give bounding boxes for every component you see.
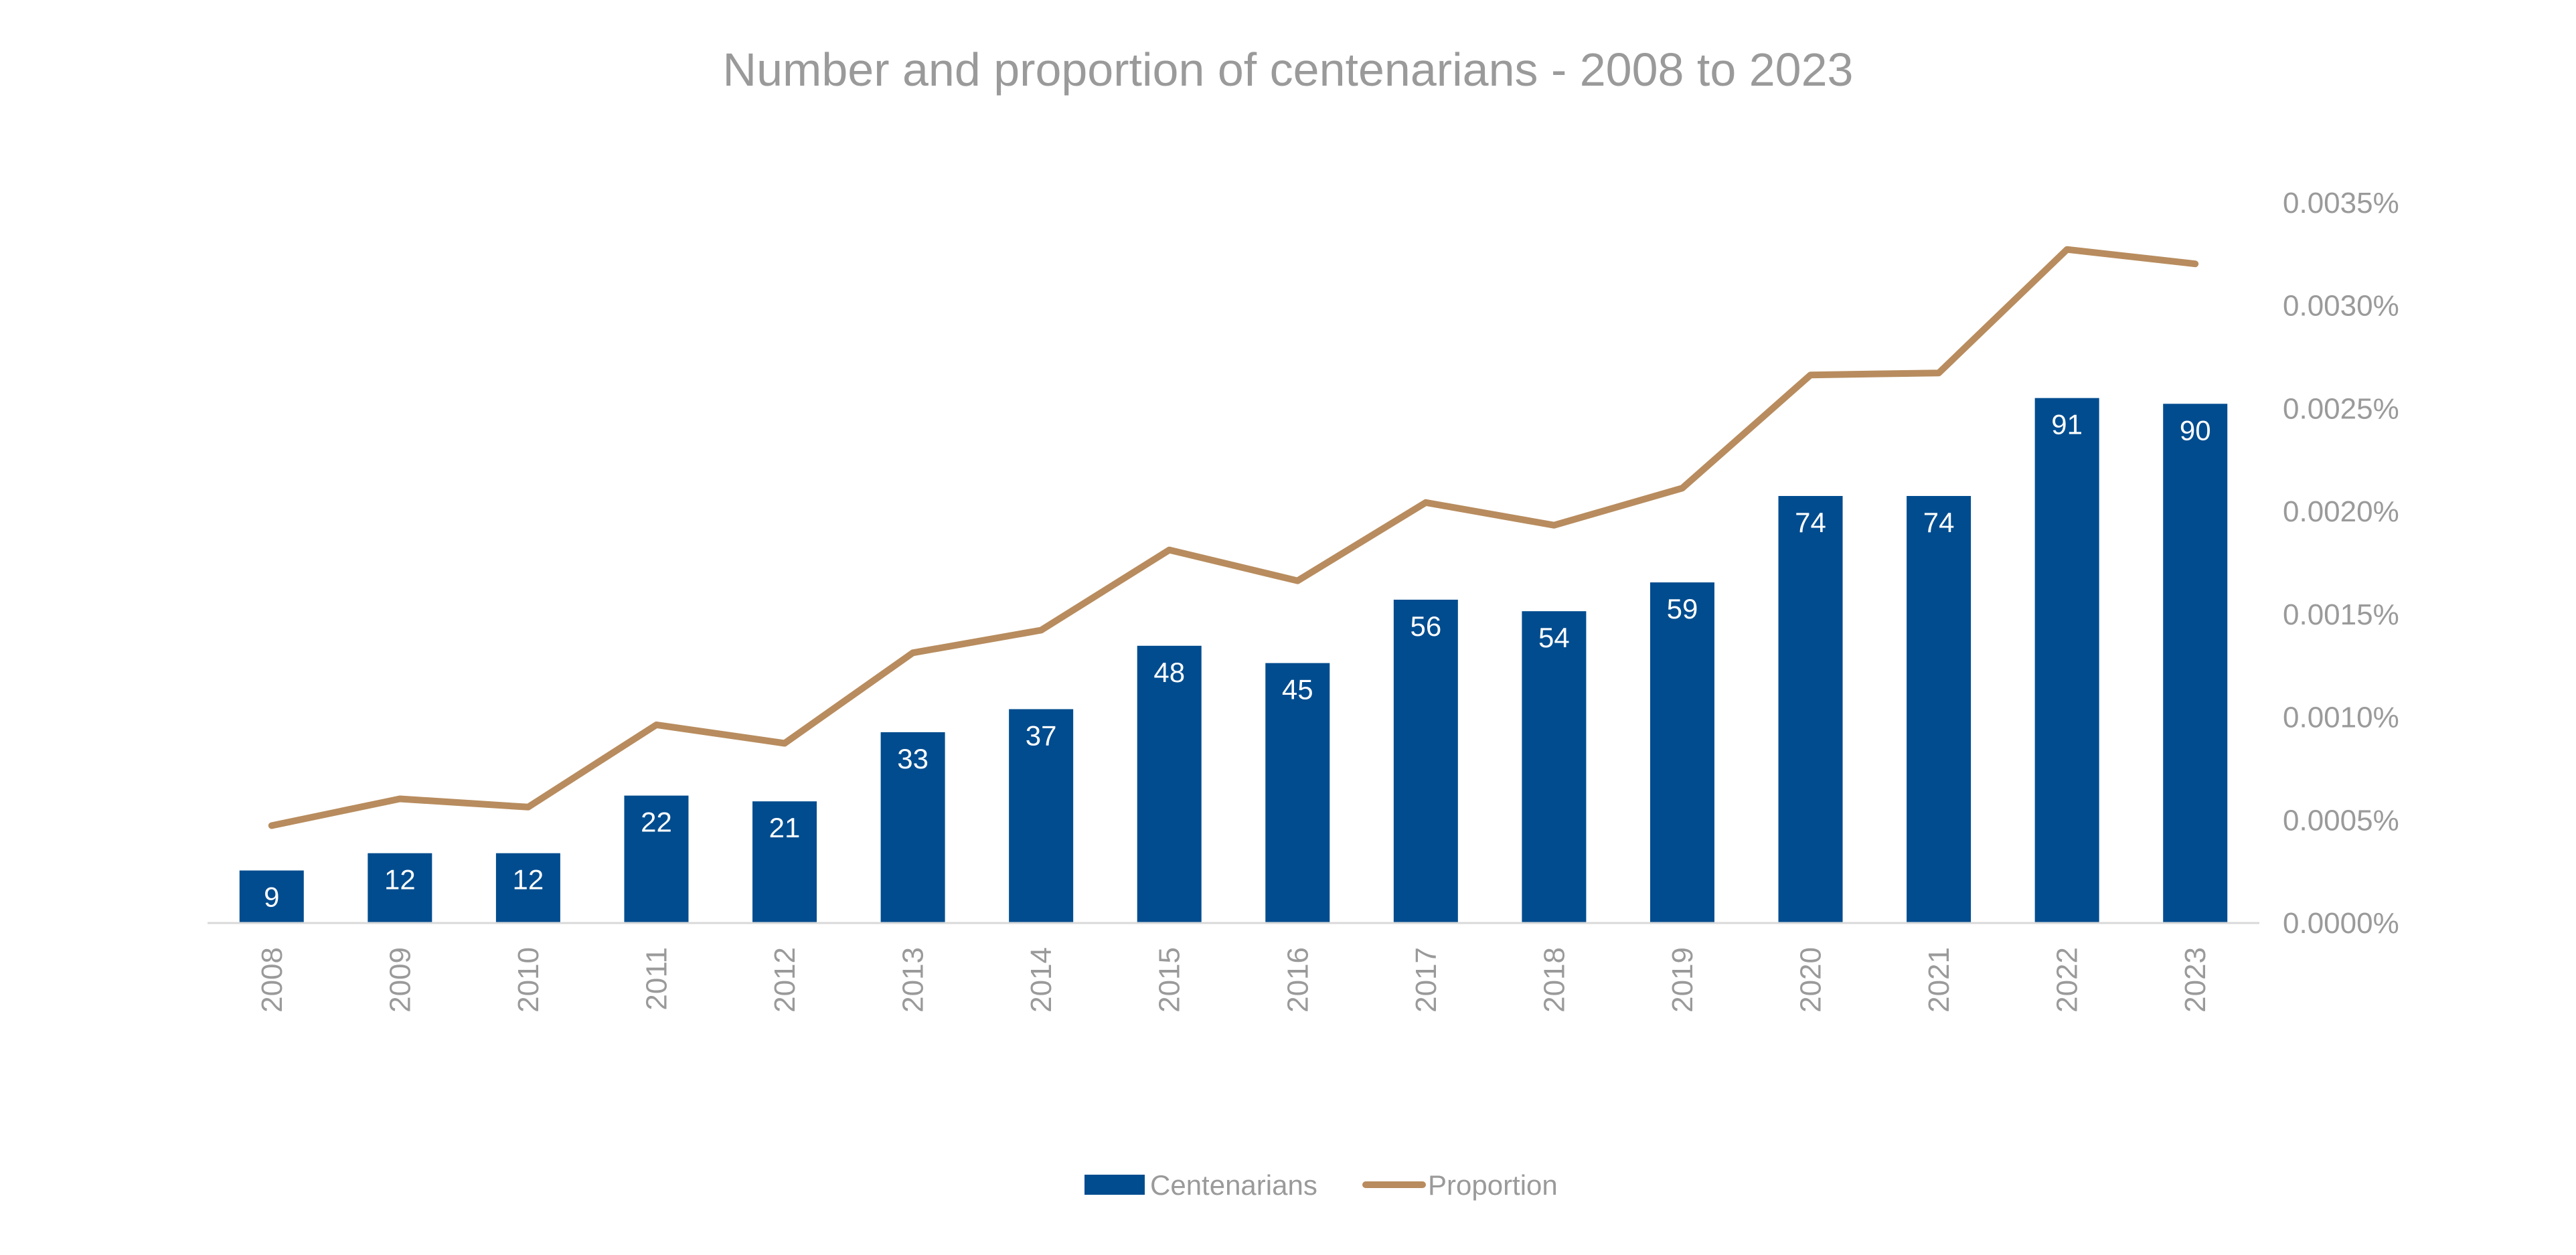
- y2-tick-6: 0.0030%: [2283, 290, 2399, 323]
- x-tick-2012: 2012: [769, 947, 801, 1013]
- x-tick-2010: 2010: [512, 947, 545, 1013]
- data-label-2013: 33: [897, 743, 929, 774]
- data-label-2018: 54: [1538, 622, 1570, 653]
- bar-2009: [368, 853, 432, 922]
- x-tick-2009: 2009: [384, 947, 416, 1013]
- bars-layer: [239, 398, 2228, 922]
- x-tick-2018: 2018: [1538, 947, 1571, 1013]
- x-tick-2023: 2023: [2179, 947, 2212, 1013]
- data-label-2019: 59: [1667, 593, 1698, 624]
- x-tick-2020: 2020: [1795, 947, 1828, 1013]
- bar-2010: [495, 853, 560, 922]
- x-tick-2016: 2016: [1281, 947, 1314, 1013]
- data-label-2010: 12: [513, 864, 544, 896]
- bar-2018: [1522, 611, 1587, 922]
- y2-tick-0: 0.0000%: [2283, 907, 2399, 940]
- x-tick-2011: 2011: [640, 947, 673, 1011]
- bar-2017: [1393, 599, 1458, 922]
- data-label-2012: 21: [769, 812, 801, 843]
- data-label-2014: 37: [1026, 720, 1057, 752]
- data-label-2011: 22: [641, 807, 672, 838]
- y2-tick-1: 0.0005%: [2283, 804, 2399, 837]
- bar-2012: [752, 801, 817, 922]
- bar-2013: [880, 732, 945, 922]
- legend-swatch-centenarians: [1084, 1175, 1145, 1195]
- x-tick-2008: 2008: [256, 947, 289, 1013]
- y2-tick-5: 0.0025%: [2283, 392, 2399, 425]
- y2-tick-2: 0.0010%: [2283, 701, 2399, 734]
- y2-tick-3: 0.0015%: [2283, 598, 2399, 631]
- x-tick-2013: 2013: [897, 947, 930, 1013]
- data-label-2015: 48: [1153, 657, 1185, 688]
- x-tick-2017: 2017: [1410, 947, 1443, 1013]
- bar-2019: [1649, 582, 1714, 922]
- data-label-2020: 74: [1795, 507, 1826, 538]
- x-tick-2019: 2019: [1666, 947, 1699, 1013]
- y2-tick-4: 0.0020%: [2283, 495, 2399, 528]
- bar-2011: [624, 795, 689, 922]
- data-label-2008: 9: [264, 882, 279, 913]
- data-label-2009: 12: [384, 864, 416, 896]
- bar-2015: [1137, 645, 1202, 922]
- bar-2020: [1778, 496, 1843, 922]
- bar-2014: [1009, 709, 1074, 922]
- data-label-2017: 56: [1410, 610, 1441, 642]
- data-label-2021: 74: [1923, 507, 1955, 538]
- proportion-line: [268, 246, 2199, 829]
- y2-tick-7: 0.0035%: [2283, 187, 2399, 220]
- x-tick-2014: 2014: [1025, 947, 1058, 1013]
- data-label-2022: 91: [2051, 409, 2083, 440]
- x-tick-2021: 2021: [1923, 947, 1955, 1013]
- bar-2016: [1265, 663, 1330, 922]
- legend-label-centenarians: Centenarians: [1150, 1169, 1317, 1201]
- x-tick-2022: 2022: [2051, 947, 2084, 1013]
- bar-2021: [1907, 496, 1971, 922]
- data-label-2016: 45: [1282, 674, 1313, 705]
- bar-2008: [239, 870, 304, 922]
- data-label-2023: 90: [2180, 414, 2211, 446]
- data-labels-layer: 9 12 12 22 21 33 37 48 45 56 54 59 74 74 91 90: [264, 409, 2210, 913]
- chart-title: Number and proportion of centenarians - …: [723, 44, 1854, 96]
- legend-label-proportion: Proportion: [1428, 1169, 1558, 1201]
- y-axis-secondary: 0.0000% 0.0005% 0.0010% 0.0015% 0.0020% 0.002…: [2283, 187, 2399, 940]
- legend: Centenarians Proportion: [1084, 1169, 1558, 1201]
- line-layer: [268, 246, 2199, 829]
- x-tick-2015: 2015: [1153, 947, 1186, 1013]
- bar-2023: [2163, 404, 2228, 922]
- bar-2022: [2034, 398, 2099, 922]
- x-axis: 2008 2009 2010 2011 2012 2013 2014 2015 2016 2017…: [256, 947, 2212, 1013]
